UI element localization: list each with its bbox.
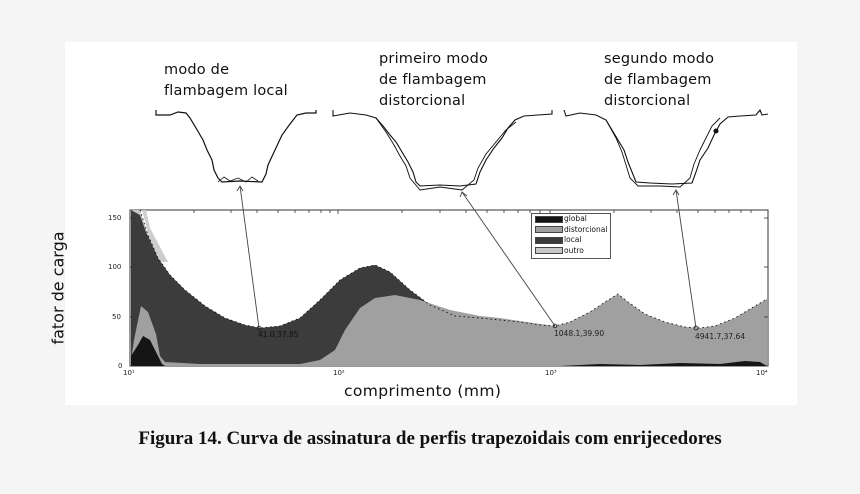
legend-item-outro: outro xyxy=(532,246,610,257)
x-tick-10-3: 10³ xyxy=(545,369,557,377)
x-tick-10-4: 10⁴ xyxy=(756,369,768,377)
legend-item-distorcional: distorcional xyxy=(532,225,610,236)
legend-label-distorcional: distorcional xyxy=(564,224,608,234)
area-distorcional xyxy=(131,294,767,366)
annotation-distortional-2-min: 4941.7,37.64 xyxy=(695,332,746,341)
legend-swatch-distorcional xyxy=(535,226,563,234)
legend-swatch-outro xyxy=(535,247,563,255)
y-tick-0: 0 xyxy=(118,362,123,370)
legend-swatch-global xyxy=(535,215,563,223)
legend-label-global: global xyxy=(564,214,587,224)
mode-label-distortional-2: segundo modo de flambagem distorcional xyxy=(604,51,715,109)
annotation-distortional-1-min: 1048.1,39.90 xyxy=(554,329,605,338)
mode-label-distortional-1: primeiro modo de flambagem distorcional xyxy=(379,51,489,109)
x-tick-10-2: 10² xyxy=(333,369,345,377)
legend-item-global: global xyxy=(532,214,610,225)
profile-distortional-1 xyxy=(332,110,553,191)
legend-item-local: local xyxy=(532,235,610,246)
y-tick-50: 50 xyxy=(112,313,121,321)
annotation-local-min: 41.0,37.85 xyxy=(258,330,299,339)
y-axis-label: fator de carga xyxy=(48,231,68,345)
x-axis-label: comprimento (mm) xyxy=(344,382,502,400)
legend-label-local: local xyxy=(564,235,582,245)
leader-line-distortional-1 xyxy=(461,191,556,327)
signature-curve xyxy=(139,209,768,329)
legend: global distorcional local outro xyxy=(531,213,611,259)
point-marker-distortional-1 xyxy=(552,323,558,329)
legend-swatch-local xyxy=(535,236,563,244)
profile-distortional-2 xyxy=(563,108,769,188)
legend-label-outro: outro xyxy=(564,245,584,255)
mode-label-local: modo de flambagem local xyxy=(164,62,288,99)
area-global xyxy=(131,336,165,366)
point-marker-local xyxy=(256,325,262,331)
y-tick-100: 100 xyxy=(108,263,122,271)
profile-local xyxy=(155,110,317,183)
x-tick-10-1: 10¹ xyxy=(123,369,135,377)
leader-line-distortional-2 xyxy=(675,189,697,329)
leader-line-local xyxy=(239,185,260,329)
y-tick-150: 150 xyxy=(108,214,122,222)
point-marker-distortional-2 xyxy=(693,325,699,331)
figure-caption: Figura 14. Curva de assinatura de perfis… xyxy=(138,428,722,449)
